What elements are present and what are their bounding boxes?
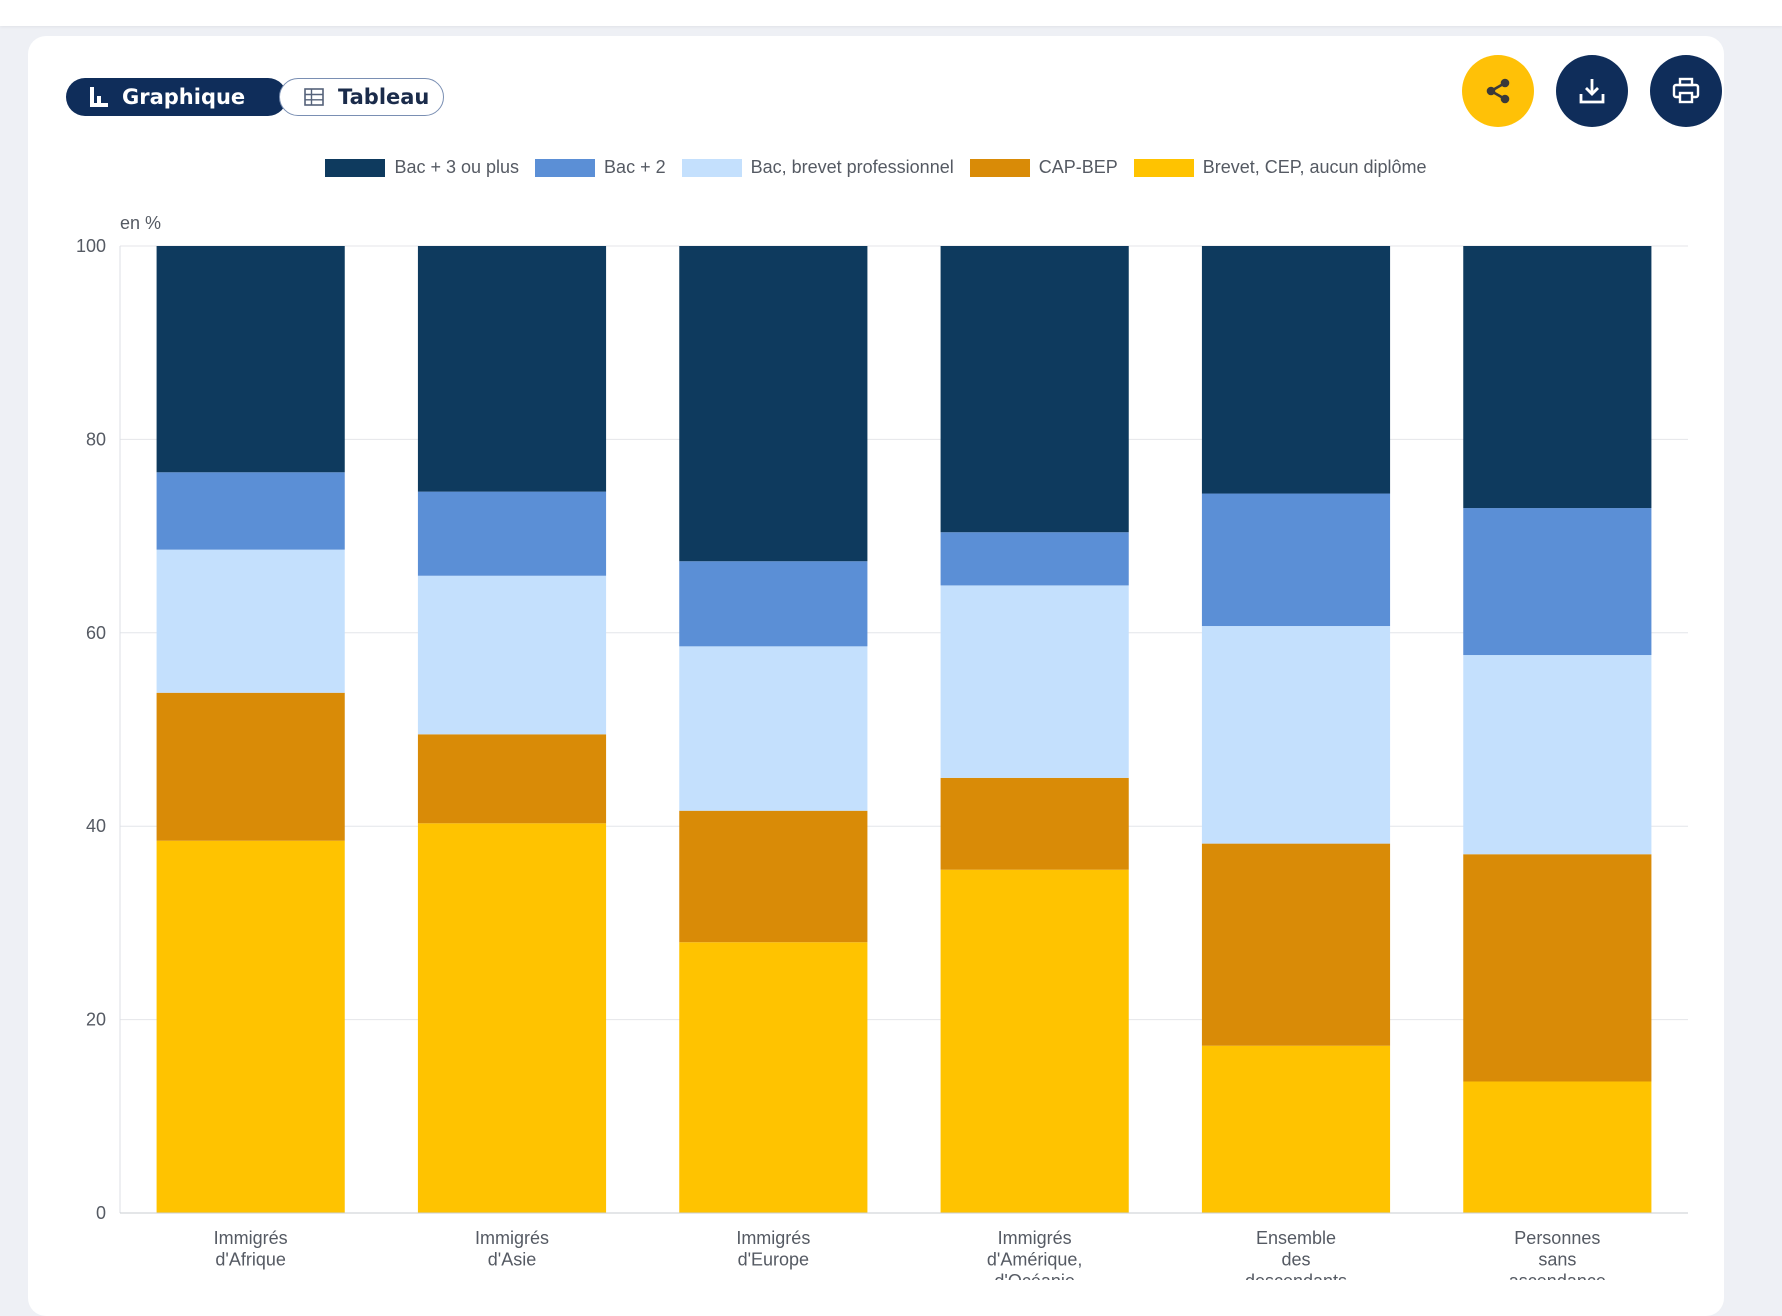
legend-item[interactable]: CAP-BEP [969, 157, 1118, 178]
bar-segment [156, 549, 345, 693]
table-icon [304, 88, 324, 106]
x-tick-label: Immigrés d'Asie [475, 1228, 549, 1270]
bar-segment [1201, 246, 1391, 494]
legend-label: CAP-BEP [1038, 157, 1118, 177]
bar-chart-icon [90, 87, 108, 107]
bar-segment [417, 575, 607, 735]
legend-swatch [535, 158, 596, 177]
bar-segment [679, 246, 868, 562]
bar-segment [156, 472, 345, 550]
chart-legend: Bac + 3 ou plus Bac + 2 Bac, brevet profes… [28, 157, 1724, 178]
legend-swatch [681, 158, 742, 177]
chart-card: Graphique Tableau [28, 36, 1724, 1316]
bar-segment [156, 692, 345, 841]
bar-segment [679, 942, 868, 1213]
legend-swatch [325, 158, 386, 177]
print-button[interactable] [1650, 55, 1722, 127]
table-view-button[interactable]: Tableau [279, 78, 444, 116]
legend-label: Bac + 2 [604, 157, 666, 177]
bar-segment [417, 491, 607, 576]
legend-item[interactable]: Bac, brevet professionnel [681, 157, 954, 178]
legend-label: Bac + 3 ou plus [394, 157, 520, 177]
table-view-label: Tableau [338, 85, 430, 109]
legend-label: Brevet, CEP, aucun diplôme [1202, 157, 1427, 177]
bar-segment [1463, 508, 1652, 656]
y-tick-label: 0 [96, 1203, 106, 1223]
graph-view-button[interactable]: Graphique [66, 78, 287, 116]
y-tick-label: 60 [86, 623, 106, 643]
x-tick-label: Immigrés d'Europe [736, 1228, 810, 1270]
legend-swatch [1133, 158, 1194, 177]
bar-segment [940, 585, 1129, 778]
bar-segment [1201, 843, 1391, 1046]
bar-segment [417, 823, 607, 1213]
x-tick-label: Immigrés d'Afrique [214, 1228, 288, 1270]
share-icon [1486, 78, 1510, 104]
legend-item[interactable]: Brevet, CEP, aucun diplôme [1133, 157, 1427, 178]
top-bar [0, 0, 1782, 26]
legend-item[interactable]: Bac + 3 ou plus [325, 157, 519, 178]
share-button[interactable] [1462, 55, 1534, 127]
bar-segment [1463, 246, 1652, 509]
x-tick-label: Ensembledesdescendants [1245, 1228, 1347, 1280]
bar-segment [940, 869, 1129, 1213]
print-icon [1672, 77, 1700, 104]
y-tick-label: 40 [86, 816, 106, 836]
legend-item[interactable]: Bac + 2 [535, 157, 666, 178]
bar-segment [940, 777, 1129, 870]
bar-segment [940, 246, 1129, 533]
bar-segment [1463, 655, 1652, 855]
download-icon [1579, 79, 1605, 104]
bar-segment [1463, 854, 1652, 1082]
bar-segment [1463, 1081, 1652, 1213]
bar-segment [417, 734, 607, 824]
y-tick-label: 100 [76, 236, 106, 256]
bar-segment [679, 646, 868, 811]
y-tick-label: 20 [86, 1010, 106, 1030]
bar-segment [1201, 626, 1391, 844]
bar-segment [1201, 1045, 1391, 1213]
legend-swatch [969, 158, 1030, 177]
bar-segment [417, 246, 607, 492]
bar-segment [1201, 493, 1391, 627]
bar-segment [156, 840, 345, 1213]
bar-segment [940, 532, 1129, 586]
x-tick-label: Personnessansascendance [1509, 1228, 1606, 1280]
graph-view-label: Graphique [122, 85, 246, 109]
y-unit-label: en % [120, 213, 161, 233]
bar-segment [679, 810, 868, 943]
stacked-bar-chart: 0 20 40 60 80 100 en % Immigrés d'Afrique Immigré… [76, 213, 1688, 1280]
y-tick-label: 80 [86, 429, 106, 449]
download-button[interactable] [1556, 55, 1628, 127]
legend-label: Bac, brevet professionnel [750, 157, 954, 177]
bar-segment [156, 246, 345, 473]
bar-segment [679, 561, 868, 647]
